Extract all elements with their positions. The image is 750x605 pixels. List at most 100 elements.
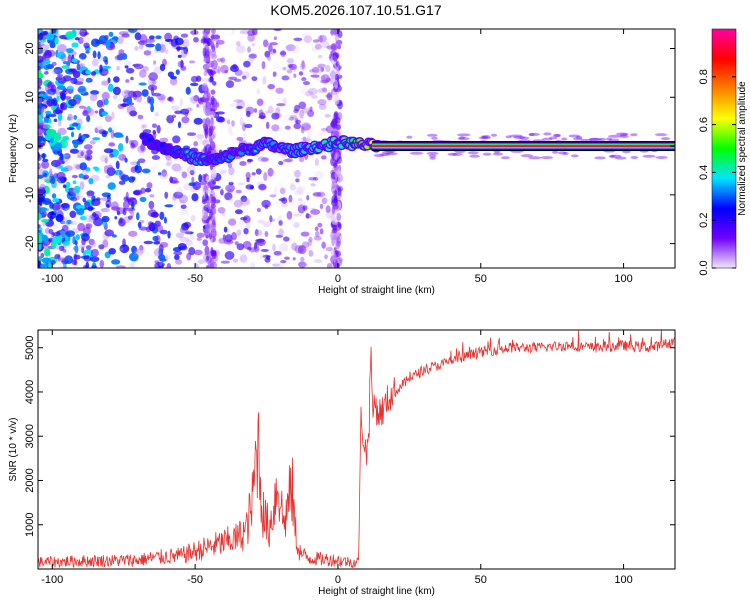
noise-blob bbox=[79, 162, 88, 171]
track-core bbox=[323, 141, 327, 144]
band-halo bbox=[431, 136, 438, 140]
noise-blob bbox=[274, 186, 278, 195]
noise-blob bbox=[52, 109, 63, 115]
noise-blob bbox=[38, 32, 44, 41]
noise-blob bbox=[217, 206, 226, 214]
noise-blob bbox=[92, 137, 101, 141]
noise-blob bbox=[70, 131, 75, 138]
noise-blob bbox=[327, 243, 337, 248]
noise-blob bbox=[136, 95, 143, 103]
noise-streak bbox=[331, 220, 338, 225]
noise-blob bbox=[110, 129, 115, 139]
noise-blob bbox=[243, 60, 251, 68]
noise-blob bbox=[256, 98, 264, 103]
noise-blob bbox=[247, 46, 251, 53]
noise-blob bbox=[181, 116, 190, 124]
noise-blob bbox=[289, 182, 295, 187]
noise-blob bbox=[108, 247, 116, 255]
signal-band-layer bbox=[372, 145, 675, 147]
noise-streak bbox=[210, 95, 215, 106]
noise-blob bbox=[312, 66, 320, 73]
band-halo bbox=[609, 154, 622, 158]
noise-blob bbox=[177, 60, 185, 68]
noise-blob bbox=[223, 226, 228, 233]
noise-blob bbox=[236, 136, 244, 141]
noise-blob bbox=[89, 256, 100, 262]
noise-blob bbox=[189, 82, 199, 87]
noise-blob bbox=[77, 77, 84, 83]
noise-blob bbox=[282, 66, 287, 71]
noise-blob bbox=[54, 141, 63, 151]
noise-blob bbox=[299, 109, 305, 119]
spec-ytick-label: 0 bbox=[24, 143, 36, 149]
noise-blob bbox=[231, 120, 235, 127]
noise-blob bbox=[71, 68, 78, 75]
noise-blob bbox=[196, 133, 205, 139]
noise-blob bbox=[293, 122, 302, 130]
noise-blob bbox=[48, 228, 54, 235]
noise-blob bbox=[129, 110, 138, 117]
noise-blob bbox=[183, 221, 192, 228]
noise-blob bbox=[321, 41, 330, 49]
noise-blob bbox=[63, 264, 67, 268]
noise-blob bbox=[127, 29, 138, 33]
noise-blob bbox=[155, 35, 162, 40]
noise-blob bbox=[38, 260, 41, 268]
band-halo bbox=[428, 154, 437, 158]
noise-blob bbox=[300, 262, 308, 267]
noise-blob bbox=[314, 230, 320, 238]
noise-blob bbox=[91, 58, 99, 67]
noise-streak bbox=[334, 79, 339, 89]
noise-blob bbox=[196, 232, 205, 238]
noise-blob bbox=[193, 141, 199, 147]
noise-blob bbox=[249, 35, 254, 42]
noise-blob bbox=[67, 113, 73, 121]
noise-blob bbox=[245, 110, 251, 118]
band-halo bbox=[614, 156, 627, 160]
noise-blob bbox=[38, 187, 42, 195]
noise-blob bbox=[266, 255, 271, 260]
noise-blob bbox=[66, 116, 72, 121]
snr-y-axis-label: SNR (10 * v/v) bbox=[8, 418, 19, 482]
noise-streak bbox=[203, 70, 208, 77]
noise-blob bbox=[140, 187, 146, 194]
noise-blob bbox=[259, 254, 266, 260]
noise-blob bbox=[78, 244, 86, 249]
noise-blob bbox=[261, 61, 266, 70]
noise-blob bbox=[223, 239, 234, 245]
noise-blob bbox=[188, 60, 196, 64]
noise-blob bbox=[273, 36, 278, 41]
noise-blob bbox=[288, 194, 293, 203]
noise-blob bbox=[218, 238, 226, 244]
noise-blob bbox=[81, 238, 86, 246]
noise-blob bbox=[143, 50, 152, 56]
noise-blob bbox=[244, 180, 252, 186]
noise-blob bbox=[130, 76, 134, 81]
noise-blob bbox=[101, 98, 105, 107]
noise-blob bbox=[71, 174, 78, 179]
noise-blob bbox=[292, 257, 296, 261]
noise-blob bbox=[275, 200, 282, 207]
noise-streak bbox=[210, 59, 218, 70]
noise-blob bbox=[38, 229, 42, 234]
noise-blob bbox=[297, 185, 307, 193]
noise-blob bbox=[316, 65, 323, 74]
snr-ytick-label: 2000 bbox=[24, 468, 36, 492]
noise-blob bbox=[264, 204, 269, 210]
noise-blob bbox=[77, 149, 87, 159]
noise-blob bbox=[121, 33, 130, 38]
noise-blob bbox=[166, 96, 174, 102]
snr-ytick-label: 3000 bbox=[24, 424, 36, 448]
noise-blob bbox=[62, 240, 71, 246]
noise-streak bbox=[212, 43, 216, 50]
noise-blob bbox=[289, 115, 298, 119]
noise-blob bbox=[311, 95, 318, 99]
noise-blob bbox=[118, 153, 127, 161]
band-halo bbox=[562, 152, 569, 156]
noise-blob bbox=[65, 48, 74, 54]
noise-blob bbox=[106, 167, 116, 177]
noise-blob bbox=[172, 135, 181, 144]
noise-blob bbox=[220, 64, 229, 74]
noise-blob bbox=[131, 201, 135, 210]
